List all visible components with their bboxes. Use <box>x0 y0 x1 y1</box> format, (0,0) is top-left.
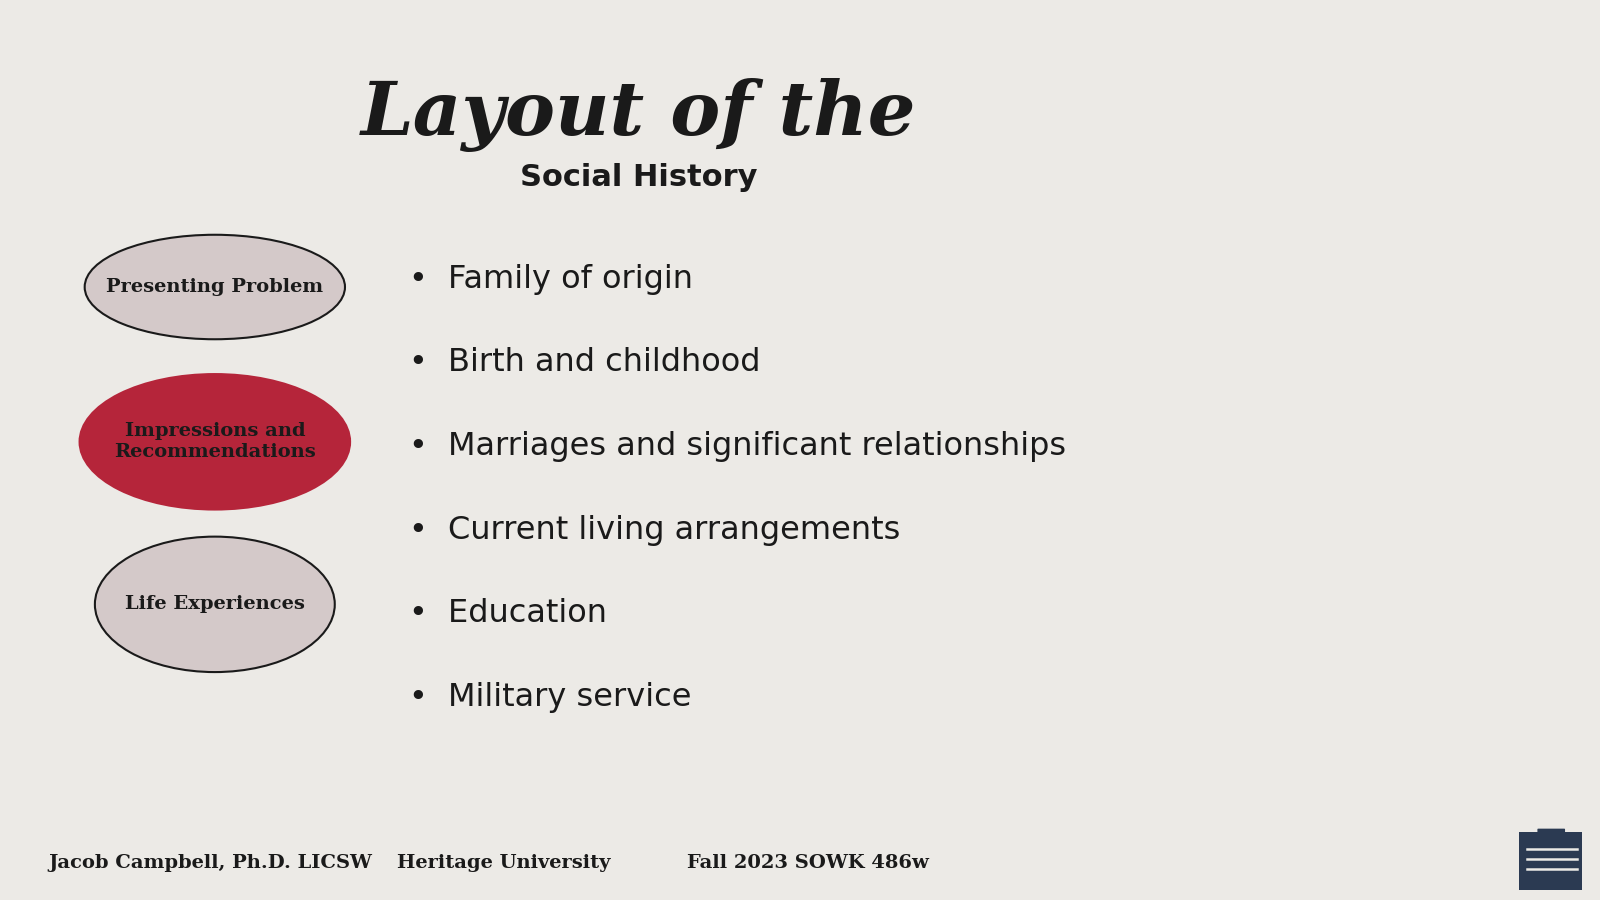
Text: •  Marriages and significant relationships: • Marriages and significant relationship… <box>408 431 1066 462</box>
Ellipse shape <box>80 374 350 509</box>
Text: Social History: Social History <box>520 163 757 193</box>
Text: •  Family of origin: • Family of origin <box>408 264 693 295</box>
Text: •  Education: • Education <box>408 598 606 629</box>
Ellipse shape <box>94 536 334 672</box>
Text: Life Experiences: Life Experiences <box>125 596 304 614</box>
FancyBboxPatch shape <box>1518 832 1582 890</box>
Text: •  Current living arrangements: • Current living arrangements <box>408 515 901 545</box>
Text: Fall 2023 SOWK 486w: Fall 2023 SOWK 486w <box>686 854 930 872</box>
Text: •  Military service: • Military service <box>408 681 691 713</box>
Text: Jacob Campbell, Ph.D. LICSW: Jacob Campbell, Ph.D. LICSW <box>48 854 371 872</box>
FancyBboxPatch shape <box>1538 829 1565 839</box>
Text: Layout of the: Layout of the <box>360 78 917 152</box>
Text: Impressions and
Recommendations: Impressions and Recommendations <box>114 422 315 461</box>
Text: •  Birth and childhood: • Birth and childhood <box>408 347 760 378</box>
Ellipse shape <box>85 235 346 339</box>
Text: Heritage University: Heritage University <box>397 854 611 872</box>
Text: Presenting Problem: Presenting Problem <box>106 278 323 296</box>
